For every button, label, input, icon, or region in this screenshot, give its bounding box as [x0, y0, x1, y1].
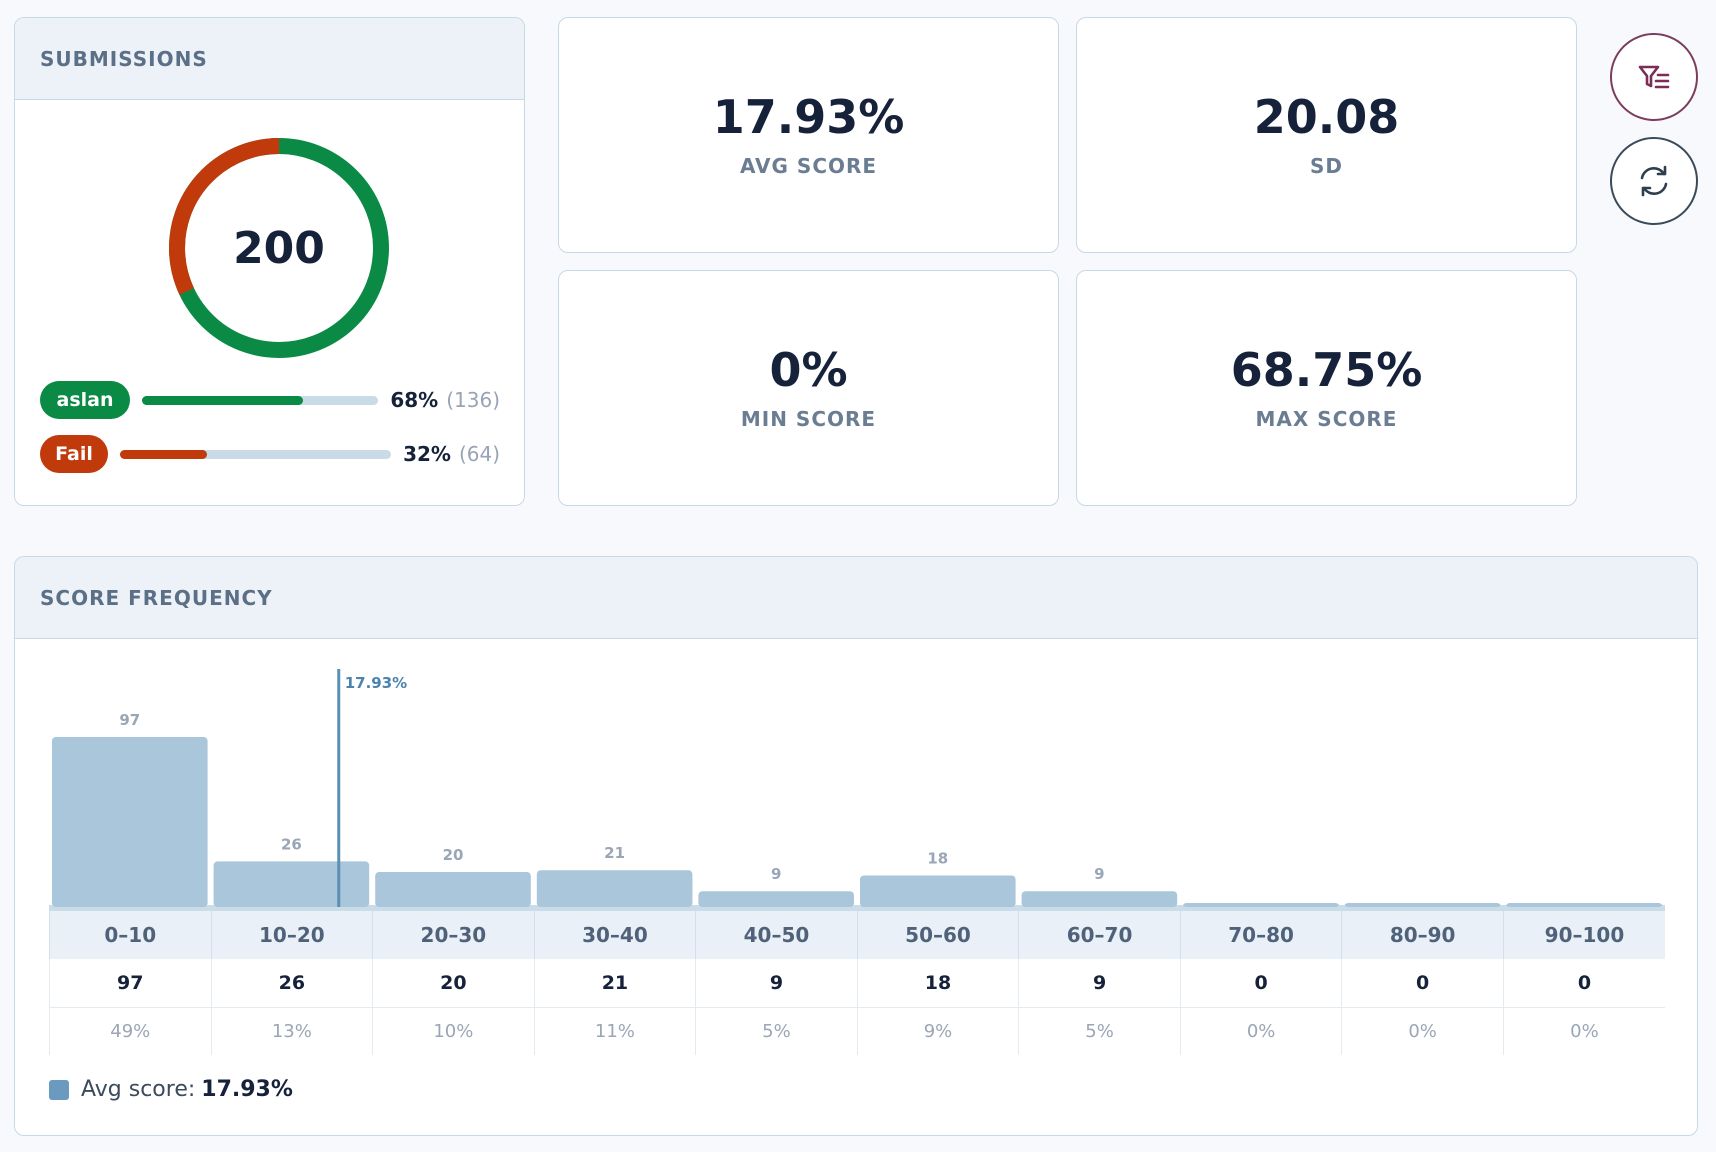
range-cell: 10–20: [210, 911, 373, 959]
share-cell: 13%: [210, 1007, 373, 1055]
frequency-table: 0–10 10–20 20–30 30–40 40–50 50–60 60–70 70–80 8…: [49, 911, 1665, 1055]
range-cell: 60–70: [1018, 911, 1181, 959]
count-cell: 26: [210, 959, 373, 1008]
range-cell: 20–30: [372, 911, 535, 959]
count-row: 97 26 20 21 9 18 9 0 0 0: [49, 959, 1665, 1008]
submissions-card: SUBMISSIONS 200 aslan 68% (136) Fail 32%…: [14, 17, 525, 506]
bar-value-label: 97: [119, 711, 140, 729]
share-row: 49% 13% 10% 11% 5% 9% 5% 0% 0% 0%: [49, 1007, 1665, 1055]
pass-progress-fill: [142, 395, 303, 405]
max-score-card: 68.75% MAX SCORE: [1076, 270, 1577, 506]
avg-legend-label: Avg score:: [81, 1077, 196, 1102]
share-cell: 0%: [1179, 1007, 1342, 1055]
histogram-bar: [1183, 903, 1339, 907]
bar-value-label: 21: [604, 844, 625, 862]
range-cell: 90–100: [1502, 911, 1665, 959]
histogram-bar: [1506, 903, 1662, 907]
count-cell: 21: [533, 959, 696, 1008]
share-cell: 11%: [533, 1007, 696, 1055]
min-score-value: 0%: [769, 342, 848, 397]
avg-legend-value: 17.93%: [201, 1077, 293, 1102]
histogram-bar: [536, 870, 693, 907]
count-cell: 0: [1502, 959, 1665, 1008]
count-cell: 9: [1018, 959, 1181, 1008]
count-cell: 18: [856, 959, 1019, 1008]
avg-legend-swatch: [49, 1079, 69, 1100]
max-score-label: MAX SCORE: [1255, 407, 1398, 432]
fail-count: (64): [458, 442, 500, 466]
range-cell: 70–80: [1179, 911, 1342, 959]
bar-value-label: 9: [1094, 865, 1104, 883]
range-row: 0–10 10–20 20–30 30–40 40–50 50–60 60–70 70–80 8…: [49, 911, 1665, 959]
histogram-bar: [52, 737, 208, 907]
sd-value: 20.08: [1253, 89, 1400, 144]
share-cell: 5%: [1018, 1007, 1181, 1055]
share-cell: 0%: [1341, 1007, 1504, 1055]
count-cell: 0: [1341, 959, 1504, 1008]
share-cell: 49%: [49, 1007, 212, 1055]
avg-score-legend: Avg score: 17.93%: [49, 1077, 293, 1102]
fail-progress-track: [120, 449, 392, 459]
avg-score-marker-label: 17.93%: [345, 674, 407, 692]
filter-button[interactable]: [1610, 33, 1698, 121]
histogram-bar: [213, 861, 370, 907]
histogram-bar: [860, 875, 1016, 907]
count-cell: 97: [49, 959, 212, 1008]
refresh-button[interactable]: [1610, 137, 1698, 225]
score-frequency-card: SCORE FREQUENCY 97 26 20 21 9 18 9 17.93% 0–10 1…: [14, 556, 1698, 1136]
range-cell: 80–90: [1341, 911, 1504, 959]
filter-icon: [1638, 65, 1670, 89]
share-cell: 10%: [372, 1007, 535, 1055]
refresh-icon: [1640, 165, 1668, 197]
fail-legend-row: Fail 32% (64): [40, 434, 500, 474]
range-cell: 50–60: [856, 911, 1019, 959]
count-cell: 9: [695, 959, 858, 1008]
histogram-bar: [375, 871, 531, 907]
score-frequency-title: SCORE FREQUENCY: [15, 557, 1697, 639]
pass-badge: aslan: [40, 381, 130, 419]
avg-score-card: 17.93% AVG SCORE: [558, 17, 1059, 253]
pass-percent: 68%: [390, 388, 439, 412]
submissions-total: 200: [233, 222, 325, 274]
submissions-title: SUBMISSIONS: [15, 18, 524, 100]
min-score-card: 0% MIN SCORE: [558, 270, 1059, 506]
range-cell: 0–10: [49, 911, 212, 959]
sd-label: SD: [1309, 154, 1343, 179]
avg-score-label: AVG SCORE: [739, 154, 878, 179]
donut-fail-arc: [169, 138, 389, 358]
share-cell: 9%: [856, 1007, 1019, 1055]
sd-card: 20.08 SD: [1076, 17, 1577, 253]
fail-progress-fill: [120, 449, 207, 459]
avg-score-value: 17.93%: [712, 89, 905, 144]
submissions-donut: [169, 138, 389, 358]
histogram-bar: [698, 891, 854, 907]
count-cell: 0: [1179, 959, 1342, 1008]
bar-value-label: 9: [771, 865, 781, 883]
bar-value-label: 20: [443, 846, 464, 864]
share-cell: 5%: [695, 1007, 858, 1055]
pass-count: (136): [446, 388, 500, 412]
min-score-label: MIN SCORE: [740, 407, 877, 432]
range-cell: 30–40: [533, 911, 696, 959]
share-cell: 0%: [1502, 1007, 1665, 1055]
pass-legend-row: aslan 68% (136): [40, 380, 500, 420]
histogram-bar: [1344, 903, 1501, 907]
histogram-baseline: [49, 905, 1665, 911]
fail-badge: Fail: [40, 435, 108, 473]
histogram-bar: [1021, 891, 1178, 907]
bar-value-label: 26: [281, 835, 302, 853]
score-frequency-histogram: 97 26 20 21 9 18 9 17.93%: [49, 669, 1665, 911]
bar-value-label: 18: [927, 849, 948, 867]
count-cell: 20: [372, 959, 535, 1008]
pass-progress-track: [142, 395, 379, 405]
fail-percent: 32%: [403, 442, 451, 466]
max-score-value: 68.75%: [1230, 342, 1423, 397]
range-cell: 40–50: [695, 911, 858, 959]
